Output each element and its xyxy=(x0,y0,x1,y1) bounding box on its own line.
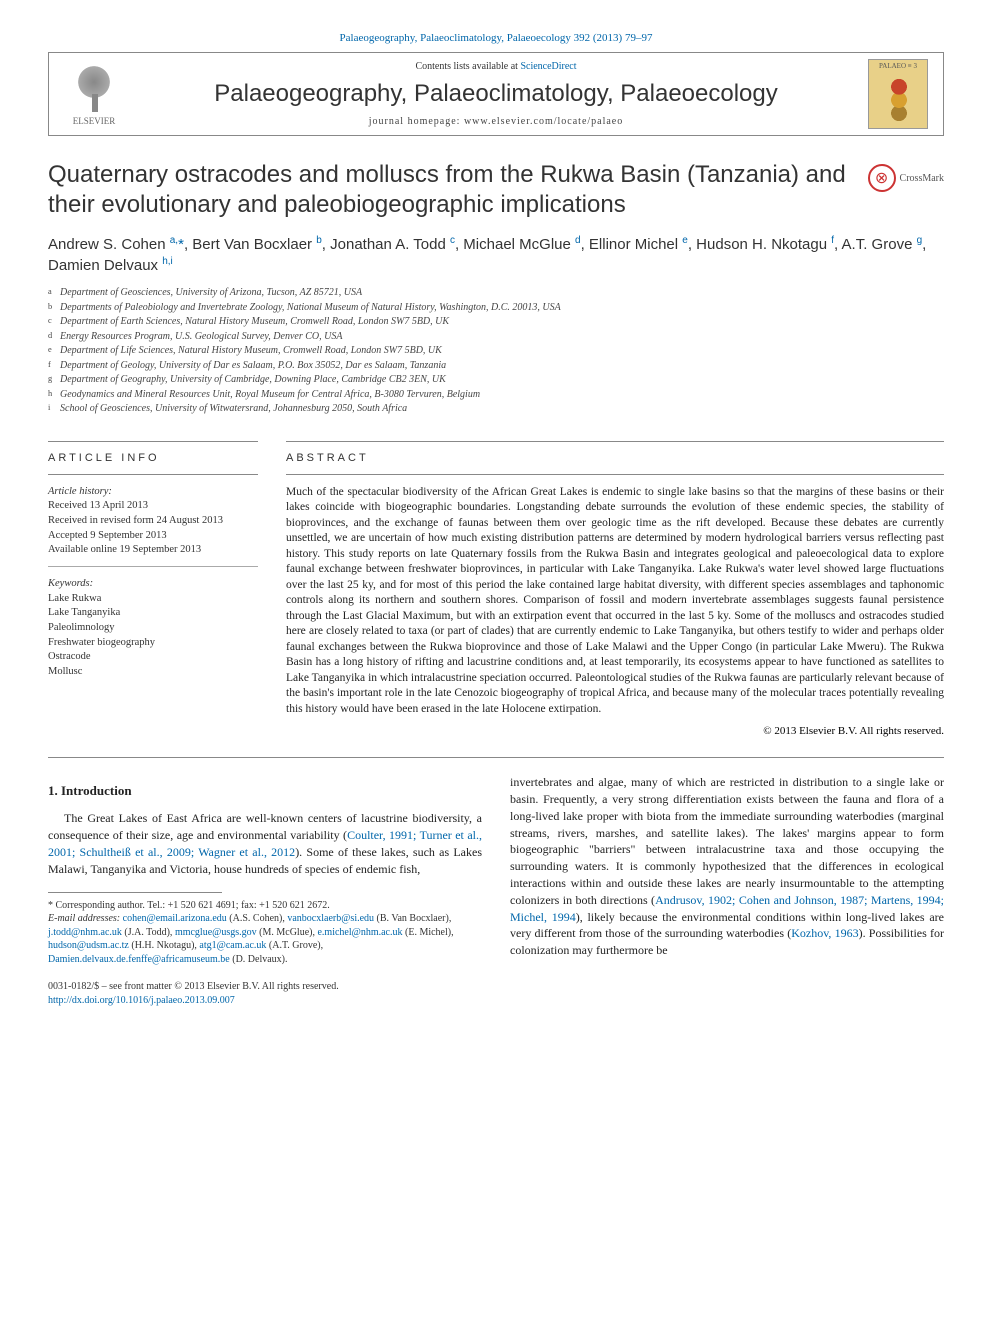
contents-line: Contents lists available at ScienceDirec… xyxy=(151,61,841,72)
keyword-item: Ostracode xyxy=(48,650,258,665)
corresponding-footnote: * Corresponding author. Tel.: +1 520 621… xyxy=(48,899,482,967)
article-info-block: Article history: Received 13 April 2013R… xyxy=(48,485,258,680)
keywords-heading: Keywords: xyxy=(48,577,258,592)
email-link[interactable]: j.todd@nhm.ac.uk xyxy=(48,927,122,938)
keyword-item: Freshwater biogeography xyxy=(48,636,258,651)
affiliation-item: gDepartment of Geography, University of … xyxy=(48,373,944,388)
email-link[interactable]: cohen@email.arizona.edu xyxy=(123,913,227,924)
history-item: Received 13 April 2013 xyxy=(48,499,258,514)
crossmark-icon: ⊗ xyxy=(868,164,896,192)
abstract-copyright: © 2013 Elsevier B.V. All rights reserved… xyxy=(286,725,944,737)
citation-link[interactable]: Kozhov, 1963 xyxy=(791,926,858,940)
article-info-heading: article info xyxy=(48,452,258,464)
affiliations-list: aDepartment of Geosciences, University o… xyxy=(48,286,944,417)
email-link[interactable]: Damien.delvaux.de.fenffe@africamuseum.be xyxy=(48,954,230,965)
email-link[interactable]: atg1@cam.ac.uk xyxy=(199,940,266,951)
crossmark-badge[interactable]: ⊗ CrossMark xyxy=(868,164,944,192)
journal-name: Palaeogeography, Palaeoclimatology, Pala… xyxy=(151,80,841,108)
doi-link[interactable]: http://dx.doi.org/10.1016/j.palaeo.2013.… xyxy=(48,995,235,1006)
abstract-heading: abstract xyxy=(286,452,944,464)
abstract-text: Much of the spectacular biodiversity of … xyxy=(286,485,944,718)
affiliation-item: fDepartment of Geology, University of Da… xyxy=(48,359,944,374)
keyword-item: Paleolimnology xyxy=(48,621,258,636)
sciencedirect-link[interactable]: ScienceDirect xyxy=(520,61,576,72)
footer-copyright: 0031-0182/$ – see front matter © 2013 El… xyxy=(48,980,944,1008)
keyword-item: Mollusc xyxy=(48,665,258,680)
section-heading-intro: 1. Introduction xyxy=(48,782,482,800)
history-item: Available online 19 September 2013 xyxy=(48,543,258,558)
affiliation-item: bDepartments of Paleobiology and Inverte… xyxy=(48,301,944,316)
affiliation-item: cDepartment of Earth Sciences, Natural H… xyxy=(48,315,944,330)
body-paragraph: invertebrates and algae, many of which a… xyxy=(510,774,944,959)
history-item: Accepted 9 September 2013 xyxy=(48,529,258,544)
article-body: 1. Introduction The Great Lakes of East … xyxy=(48,774,944,966)
affiliation-item: dEnergy Resources Program, U.S. Geologic… xyxy=(48,330,944,345)
footnote-separator xyxy=(48,892,222,893)
email-link[interactable]: hudson@udsm.ac.tz xyxy=(48,940,129,951)
email-link[interactable]: mmcglue@usgs.gov xyxy=(175,927,257,938)
running-header: Palaeogeography, Palaeoclimatology, Pala… xyxy=(48,32,944,44)
authors-list: Andrew S. Cohen a,*, Bert Van Bocxlaer b… xyxy=(48,234,944,276)
journal-homepage: journal homepage: www.elsevier.com/locat… xyxy=(151,116,841,127)
journal-header-box: ELSEVIER Contents lists available at Sci… xyxy=(48,52,944,136)
history-item: Received in revised form 24 August 2013 xyxy=(48,514,258,529)
journal-cover-thumb[interactable]: PALAEO ≡ 3 xyxy=(853,53,943,135)
article-title: Quaternary ostracodes and molluscs from … xyxy=(48,160,856,220)
affiliation-item: aDepartment of Geosciences, University o… xyxy=(48,286,944,301)
homepage-url[interactable]: www.elsevier.com/locate/palaeo xyxy=(464,116,623,127)
publisher-name: ELSEVIER xyxy=(73,116,116,126)
body-paragraph: The Great Lakes of East Africa are well-… xyxy=(48,810,482,877)
elsevier-tree-icon xyxy=(69,62,119,112)
affiliation-item: iSchool of Geosciences, University of Wi… xyxy=(48,402,944,417)
citation-link[interactable]: Palaeogeography, Palaeoclimatology, Pala… xyxy=(340,32,653,44)
affiliation-item: eDepartment of Life Sciences, Natural Hi… xyxy=(48,344,944,359)
keyword-item: Lake Tanganyika xyxy=(48,606,258,621)
history-heading: Article history: xyxy=(48,485,258,500)
affiliation-item: hGeodynamics and Mineral Resources Unit,… xyxy=(48,388,944,403)
email-link[interactable]: vanbocxlaerb@si.edu xyxy=(287,913,374,924)
elsevier-logo[interactable]: ELSEVIER xyxy=(49,53,139,135)
keyword-item: Lake Rukwa xyxy=(48,592,258,607)
email-link[interactable]: e.michel@nhm.ac.uk xyxy=(317,927,402,938)
